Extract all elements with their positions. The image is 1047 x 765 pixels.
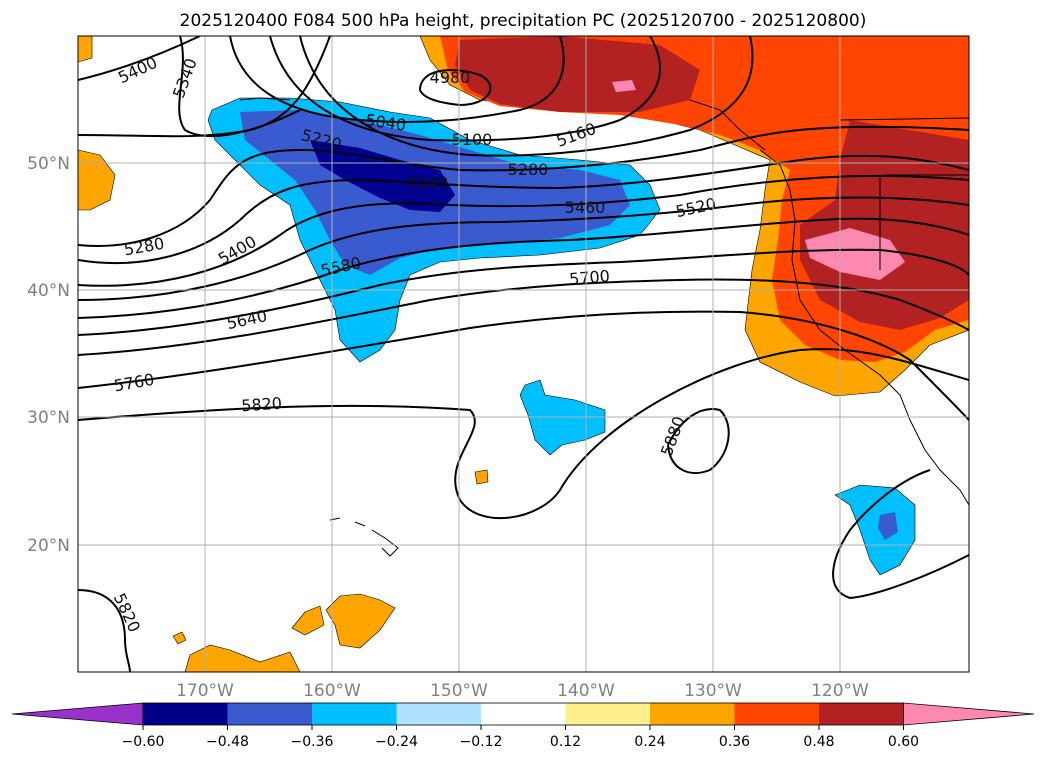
colorbar-frame <box>142 702 904 726</box>
colorbar: −0.60 −0.48 −0.36 −0.24 −0.12 0.12 0.24 0.36 0.4… <box>11 702 1035 750</box>
lon-tick: 150°W <box>430 681 488 701</box>
colorbar-extend-low <box>11 702 144 726</box>
negative-precip-anomaly <box>207 97 916 576</box>
contour-label: 5100 <box>452 130 493 149</box>
map-plot-area: 5400 5340 4980 5040 5100 5160 5220 5340 … <box>78 36 969 672</box>
colorbar-segment <box>481 703 566 725</box>
colorbar-tick-label: 0.36 <box>719 734 750 750</box>
colorbar-tick-label: −0.36 <box>291 734 334 750</box>
contour-label: 4980 <box>430 68 471 87</box>
contour-label: 5280 <box>508 160 549 179</box>
colorbar-segment <box>143 703 228 725</box>
lon-tick: 140°W <box>557 681 615 701</box>
colorbar-segment <box>819 703 904 725</box>
graticule <box>78 36 969 672</box>
colorbar-segment <box>312 703 397 725</box>
colorbar-tick-label: −0.24 <box>375 734 418 750</box>
lon-tick: 160°W <box>303 681 361 701</box>
contour-label: 5460 <box>565 198 606 217</box>
lat-tick: 20°N <box>27 536 70 556</box>
colorbar-segment <box>396 703 481 725</box>
contour-label: 5340 <box>408 173 449 192</box>
colorbar-tick-label: 0.60 <box>888 734 919 750</box>
longitude-tick-labels: 170°W 160°W 150°W 140°W 130°W 120°W <box>176 681 869 701</box>
lon-tick: 130°W <box>684 681 742 701</box>
height-contours <box>78 36 969 672</box>
colorbar-segment <box>565 703 650 725</box>
lat-tick: 50°N <box>27 154 70 174</box>
colorbar-tick-label: −0.48 <box>206 734 249 750</box>
colorbar-segment <box>734 703 819 725</box>
figure-title: 2025120400 F084 500 hPa height, precipit… <box>180 11 867 31</box>
colorbar-tick-label: −0.60 <box>122 734 165 750</box>
colorbar-tick-label: −0.12 <box>460 734 503 750</box>
lat-tick: 30°N <box>27 408 70 428</box>
colorbar-segment <box>227 703 312 725</box>
lon-tick: 120°W <box>811 681 869 701</box>
colorbar-tick-label: 0.12 <box>550 734 581 750</box>
latitude-tick-labels: 50°N 40°N 30°N 20°N <box>27 154 70 556</box>
colorbar-segment <box>650 703 735 725</box>
contour-label: 5700 <box>568 266 610 288</box>
plot-frame <box>77 35 970 673</box>
colorbar-tick-label: 0.24 <box>634 734 665 750</box>
colorbar-extend-high <box>903 702 1035 726</box>
colorbar-tick-label: 0.48 <box>803 734 834 750</box>
lon-tick: 170°W <box>176 681 234 701</box>
lat-tick: 40°N <box>27 281 70 301</box>
contour-label: 5820 <box>241 394 283 416</box>
